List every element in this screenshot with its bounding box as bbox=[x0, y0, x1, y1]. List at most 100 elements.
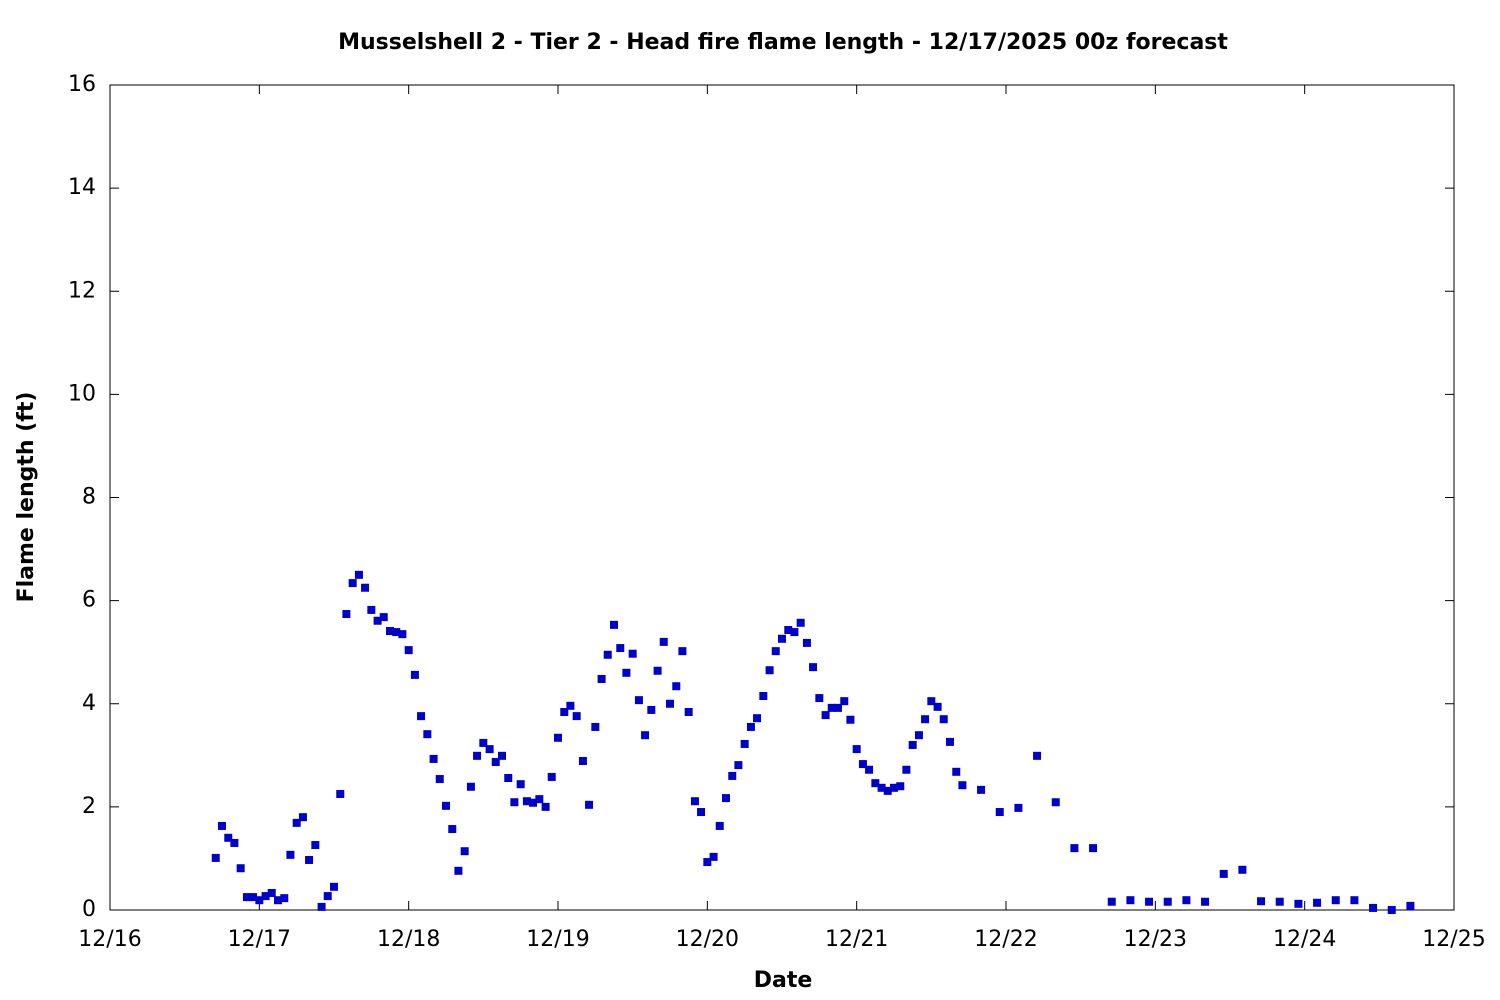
point bbox=[628, 649, 637, 658]
x-tick-label: 12/24 bbox=[1273, 927, 1336, 952]
point bbox=[715, 821, 724, 830]
point bbox=[778, 634, 786, 643]
point bbox=[765, 666, 774, 675]
point bbox=[995, 808, 1004, 817]
point bbox=[977, 785, 986, 794]
point bbox=[311, 841, 320, 850]
point bbox=[921, 715, 930, 724]
point bbox=[541, 802, 550, 811]
point bbox=[398, 630, 407, 639]
y-tick-label: 14 bbox=[68, 175, 96, 200]
point bbox=[224, 833, 233, 842]
point bbox=[591, 722, 600, 731]
point bbox=[1350, 896, 1359, 905]
point bbox=[317, 902, 326, 911]
point bbox=[933, 702, 942, 711]
y-axis-label: Flame length (ft) bbox=[14, 392, 39, 603]
x-tick-label: 12/22 bbox=[974, 927, 1037, 952]
point bbox=[634, 696, 643, 705]
point bbox=[286, 850, 295, 859]
point bbox=[454, 866, 463, 875]
x-tick-label: 12/17 bbox=[228, 927, 291, 952]
point bbox=[616, 644, 625, 653]
point bbox=[790, 628, 799, 637]
point bbox=[1033, 751, 1042, 760]
point bbox=[1089, 844, 1098, 853]
x-tick-label: 12/19 bbox=[526, 927, 589, 952]
y-tick-label: 12 bbox=[68, 278, 96, 303]
point bbox=[722, 794, 730, 803]
point bbox=[647, 705, 656, 714]
point bbox=[871, 779, 880, 788]
point bbox=[516, 780, 525, 789]
point bbox=[927, 697, 936, 706]
point bbox=[255, 896, 264, 905]
point bbox=[1014, 803, 1023, 812]
point bbox=[659, 637, 668, 646]
point bbox=[1182, 896, 1191, 905]
point bbox=[697, 808, 706, 817]
point bbox=[622, 668, 631, 677]
point bbox=[1406, 901, 1415, 910]
point bbox=[535, 795, 544, 804]
point bbox=[809, 663, 818, 672]
point bbox=[1331, 896, 1340, 905]
plot-border bbox=[109, 84, 1455, 911]
point bbox=[460, 847, 469, 856]
point bbox=[796, 618, 805, 627]
point bbox=[1219, 869, 1228, 878]
point bbox=[236, 864, 245, 873]
point bbox=[641, 731, 650, 740]
point bbox=[218, 821, 226, 830]
point bbox=[367, 605, 376, 614]
point bbox=[597, 675, 606, 683]
point bbox=[211, 853, 220, 862]
point bbox=[802, 638, 811, 647]
point bbox=[1051, 798, 1060, 807]
point bbox=[952, 767, 961, 776]
point bbox=[1163, 897, 1172, 906]
point bbox=[840, 697, 849, 706]
point bbox=[392, 628, 401, 637]
point bbox=[410, 670, 419, 679]
point bbox=[653, 666, 662, 675]
point bbox=[740, 739, 749, 748]
point bbox=[946, 737, 954, 746]
point bbox=[759, 692, 768, 701]
point bbox=[939, 715, 948, 724]
point bbox=[435, 775, 444, 784]
point bbox=[678, 647, 687, 656]
point bbox=[852, 745, 861, 754]
point bbox=[491, 758, 500, 767]
y-tick-label: 10 bbox=[68, 381, 96, 406]
point bbox=[336, 789, 345, 798]
x-tick-label: 12/21 bbox=[825, 927, 888, 952]
point bbox=[1201, 897, 1210, 906]
point bbox=[1145, 897, 1154, 906]
point bbox=[684, 708, 693, 716]
y-tick-label: 4 bbox=[82, 691, 96, 716]
point bbox=[734, 761, 743, 770]
point bbox=[821, 711, 830, 720]
point bbox=[373, 616, 382, 625]
point bbox=[1387, 906, 1396, 914]
point bbox=[858, 760, 867, 769]
point bbox=[1369, 903, 1378, 912]
point bbox=[560, 708, 569, 716]
point bbox=[429, 754, 438, 763]
point bbox=[448, 825, 457, 834]
point bbox=[386, 627, 394, 636]
y-tick-label: 2 bbox=[82, 794, 96, 819]
point bbox=[610, 620, 618, 629]
point bbox=[330, 882, 338, 891]
point bbox=[746, 722, 755, 731]
point bbox=[846, 715, 855, 724]
point bbox=[554, 733, 562, 742]
point bbox=[498, 751, 506, 760]
point bbox=[709, 852, 718, 861]
point bbox=[504, 774, 513, 782]
x-axis-label: Date bbox=[754, 968, 813, 993]
point bbox=[547, 772, 556, 781]
point bbox=[784, 626, 793, 635]
